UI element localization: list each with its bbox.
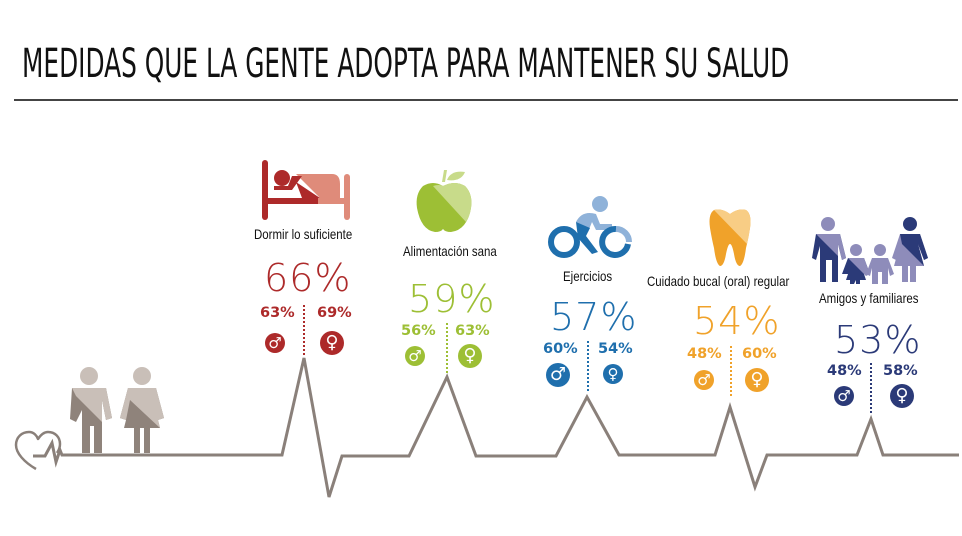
total-percent-exercise: 57% [550,295,638,339]
male-icon: ♂ [694,370,714,390]
ekg-trace [33,357,959,498]
female-icon: ♀ [458,344,482,368]
male-icon: ♂ [265,333,285,353]
woman-figure [120,367,164,453]
female-percent-social: 58% [883,363,918,379]
divider-dots-exercise [587,341,589,391]
female-icon: ♀ [320,331,344,355]
bed-icon [262,160,350,220]
male-percent-food: 56% [401,323,436,339]
category-label-exercise: Ejercicios [563,268,613,284]
family-icon [812,217,928,284]
page-title: MEDIDAS QUE LA GENTE ADOPTA PARA MANTENE… [22,41,790,87]
divider-dots-oral [730,346,732,396]
father-figure [812,217,846,282]
male-icon: ♂ [834,386,854,406]
tooth-icon [709,209,751,266]
male-percent-oral: 48% [687,346,722,362]
daughter-figure [842,244,870,284]
category-label-social: Amigos y familiares [819,290,919,306]
heart-icon [14,430,62,471]
divider-dots-food [446,323,448,373]
cyclist-icon [548,196,632,258]
male-percent-sleep: 63% [260,305,295,321]
total-percent-food: 59% [408,277,496,321]
female-percent-food: 63% [455,323,490,339]
male-percent-exercise: 60% [543,341,578,357]
male-icon: ♂ [546,363,570,387]
female-icon: ♀ [890,384,914,408]
female-percent-oral: 60% [742,346,777,362]
category-label-food: Alimentación sana [403,243,497,259]
divider-dots-sleep [303,305,305,355]
man-figure [70,367,112,453]
female-percent-exercise: 54% [598,341,633,357]
male-icon: ♂ [405,346,425,366]
female-icon: ♀ [603,364,623,384]
male-percent-social: 48% [827,363,862,379]
category-label-oral: Cuidado bucal (oral) regular [647,273,790,289]
man-woman-icon [70,367,164,453]
total-percent-oral: 54% [693,299,781,343]
total-percent-social: 53% [834,318,922,362]
divider-dots-social [870,363,872,413]
female-percent-sleep: 69% [317,305,352,321]
total-percent-sleep: 66% [264,256,352,300]
son-figure [866,244,894,284]
mother-figure [892,217,928,282]
apple-icon [416,170,472,232]
female-icon: ♀ [745,368,769,392]
category-label-sleep: Dormir lo suficiente [254,226,353,242]
title-divider [14,99,958,101]
